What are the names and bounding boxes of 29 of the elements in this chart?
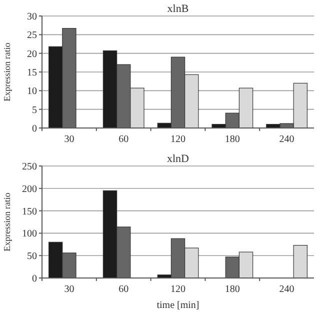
x-tick-label: 180 bbox=[224, 284, 240, 295]
y-tick-label: 20 bbox=[27, 48, 37, 60]
x-tick-label: 60 bbox=[118, 284, 129, 295]
y-tick-label: 10 bbox=[27, 86, 37, 98]
y-tick-label: 250 bbox=[22, 162, 37, 172]
x-tick-label: 120 bbox=[170, 134, 186, 145]
y-tick-label: 30 bbox=[27, 12, 37, 22]
y-tick-label: 150 bbox=[22, 206, 37, 218]
y-tick-label: 0 bbox=[32, 274, 37, 284]
x-tick-label: 30 bbox=[64, 284, 74, 295]
y-tick-label: 25 bbox=[27, 30, 37, 42]
bar bbox=[293, 244, 308, 278]
x-tick-label: 60 bbox=[118, 134, 129, 145]
x-tick-label: 120 bbox=[170, 284, 186, 295]
y-tick-label: 15 bbox=[27, 68, 37, 78]
x-tick-label: 30 bbox=[64, 134, 74, 145]
y-tick-label: 50 bbox=[27, 251, 37, 262]
x-tick-label: 240 bbox=[279, 284, 294, 295]
y-tick-label: 200 bbox=[22, 184, 37, 195]
y-axis-title: Expression ratio bbox=[2, 42, 12, 102]
y-tick-label: 5 bbox=[32, 104, 37, 116]
x-axis-title: time [min] bbox=[156, 300, 200, 311]
x-tick-label: 180 bbox=[224, 134, 240, 145]
y-tick-label: 0 bbox=[32, 124, 37, 134]
x-tick-label: 240 bbox=[279, 134, 294, 145]
chart-title: xlnB bbox=[167, 3, 189, 15]
y-tick-label: 100 bbox=[22, 228, 37, 240]
chart-title: xlnD bbox=[167, 153, 190, 165]
y-axis-title: Expression ratio bbox=[2, 192, 12, 252]
